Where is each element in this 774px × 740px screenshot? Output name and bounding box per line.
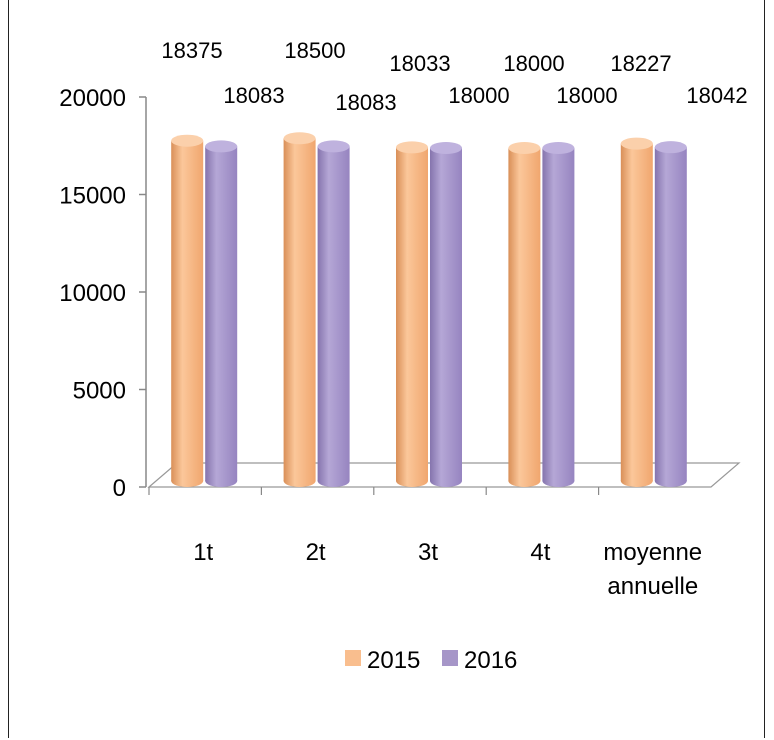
data-label: 18227	[610, 51, 671, 76]
bar-2015	[283, 138, 316, 481]
data-label: 18000	[448, 83, 509, 108]
bar-base-2016	[205, 475, 238, 487]
bar-cap-2016	[317, 140, 350, 153]
bar-2015	[508, 148, 541, 481]
legend-label: 2015	[367, 647, 420, 674]
legend-swatch	[345, 650, 361, 666]
legend-label: 2016	[464, 647, 517, 674]
bar-2015	[396, 147, 428, 481]
bar-cap-2016	[430, 142, 462, 154]
x-tick-label: annuelle	[607, 573, 698, 600]
y-tick-label: 15000	[59, 183, 126, 210]
bar-base-2015	[171, 475, 204, 487]
data-label: 18042	[686, 83, 747, 108]
bar-base-2016	[654, 475, 687, 487]
bar-cap-2016	[654, 141, 687, 154]
bars	[171, 132, 687, 487]
y-tick-label: 5000	[73, 378, 126, 405]
bar-2015	[620, 143, 653, 482]
bar-cap-2015	[171, 134, 204, 147]
bar-cap-2015	[396, 141, 428, 154]
bar-cap-2015	[508, 142, 541, 154]
data-label: 18000	[556, 83, 617, 108]
bar-base-2015	[396, 475, 428, 487]
data-label: 18033	[389, 51, 450, 76]
bar-cap-2015	[620, 137, 653, 150]
bar-base-2016	[430, 475, 462, 487]
bar-2016	[542, 148, 575, 481]
y-tick-label: 0	[113, 475, 126, 502]
y-tick-label: 10000	[59, 280, 126, 307]
bar-base-2016	[542, 475, 575, 487]
bar-base-2015	[508, 475, 541, 487]
bar-cap-2016	[205, 140, 238, 153]
legend-swatch	[442, 650, 458, 666]
data-label: 18375	[161, 38, 222, 63]
x-tick-label: 4t	[530, 539, 550, 566]
chart-frame: 0 5000 10000 15000 20000 1t 2t 3t 4t moyenne annue…	[8, 0, 765, 738]
bar-base-2015	[283, 475, 316, 487]
data-label: 18083	[223, 83, 284, 108]
data-labels: 1837518083185001808318033180001800018000…	[161, 38, 747, 115]
x-tick-label: 3t	[418, 539, 438, 566]
x-tick-label: moyenne	[603, 539, 702, 566]
data-label: 18500	[284, 38, 345, 63]
bar-2016	[654, 147, 687, 481]
bar-cap-2016	[542, 142, 575, 154]
data-label: 18083	[335, 90, 396, 115]
data-label: 18000	[503, 51, 564, 76]
bar-base-2016	[317, 475, 350, 487]
bar-cap-2015	[283, 132, 316, 145]
bar-chart: 0 5000 10000 15000 20000 1t 2t 3t 4t moyenne annue…	[59, 38, 747, 674]
x-tick-label: 1t	[193, 539, 213, 566]
y-tick-label: 20000	[59, 85, 126, 112]
legend: 2015 2016	[345, 647, 517, 674]
bar-2016	[205, 146, 238, 481]
bar-base-2015	[620, 475, 653, 487]
x-tick-label: 2t	[306, 539, 326, 566]
bar-2015	[171, 140, 204, 481]
bar-2016	[317, 146, 350, 481]
bar-2016	[430, 148, 462, 481]
